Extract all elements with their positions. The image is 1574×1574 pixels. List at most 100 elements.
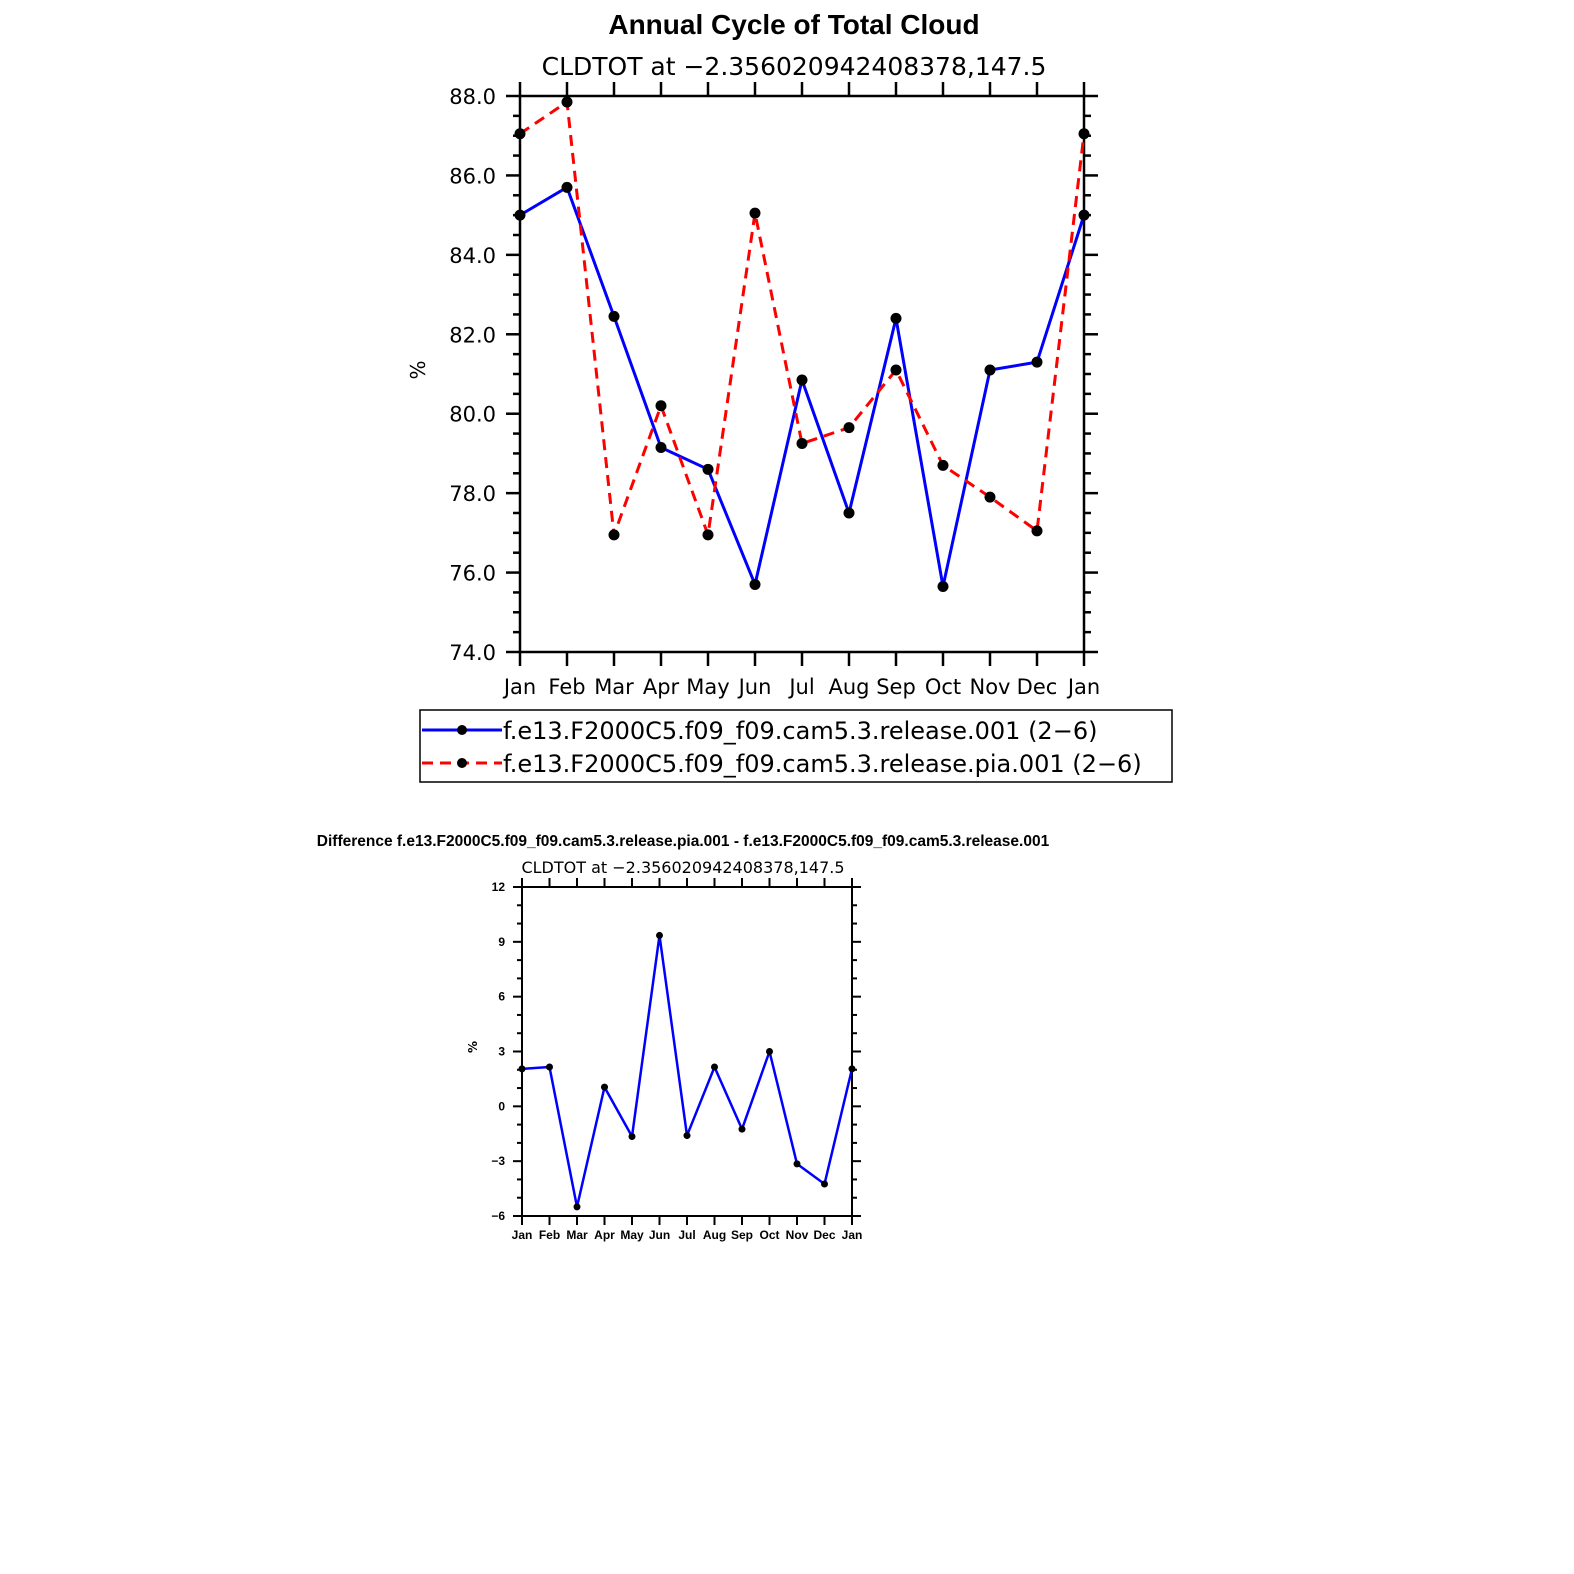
chart2-x-tick-label: Jan [842,1228,863,1242]
chart2-x-tick-label: Jul [678,1228,695,1242]
chart2-title: Difference f.e13.F2000C5.f09_f09.cam5.3.… [317,833,1050,850]
chart2-series-1-point [518,1065,526,1073]
chart2-y-tick-label: −3 [491,1154,505,1168]
chart1-series-1-point [796,374,808,386]
chart2-series-1-point [601,1083,608,1091]
chart1-x-tick-label: Mar [594,675,634,699]
chart2-series [518,931,856,1211]
annual-cycle-chart: Annual Cycle of Total Cloud CLDTOT at −2… [406,9,1100,699]
chart1-y-tick-label: 88.0 [449,85,496,109]
chart2-y-tick-label: −6 [491,1209,505,1223]
chart2-series-1-point [628,1132,636,1140]
chart1-x-tick-label: Oct [925,675,961,699]
chart1-series-1-point [843,507,855,519]
chart1-series-1-point [937,580,949,592]
chart1-y-tick-label: 84.0 [449,244,496,268]
chart2-series-1-point [711,1063,718,1071]
chart2-tick-labels: −6 −3 0 3 6 9 12 Jan Feb Mar Apr May Jun Jul Aug Sep Oct… [491,880,862,1242]
chart2-series-1-point [766,1048,773,1055]
chart2-series-1-point [848,1065,856,1073]
chart1-series-1-point [890,312,902,324]
chart2-y-tick-label: 6 [498,990,505,1004]
chart1-x-tick-label: May [686,675,729,699]
legend-label-series-2: f.e13.F2000C5.f09_f09.cam5.3.release.pia… [503,750,1142,778]
chart1-series-1-point [655,441,667,453]
chart2-x-tick-label: Dec [813,1228,835,1242]
chart2-x-tick-label: Sep [731,1228,753,1242]
chart1-y-axis-label: % [406,360,430,379]
chart1-axes [506,82,1098,666]
chart1-series-2-point [702,529,714,541]
chart2-subtitle: CLDTOT at −2.356020942408378,147.5 [521,858,844,877]
chart1-series [514,96,1090,592]
chart1-series-1-point [702,463,714,475]
chart2-y-tick-label: 12 [492,880,506,894]
chart2-series-1-point [821,1180,828,1188]
legend-marker-series-2 [457,758,467,768]
chart2-x-tick-label: Feb [539,1228,560,1242]
chart2-x-tick-label: Jan [512,1228,533,1242]
chart1-series-2-point [749,207,761,219]
chart1-x-tick-label: Jun [737,675,772,699]
chart1-x-tick-label: Apr [643,675,680,699]
chart1-x-tick-label: Sep [876,675,916,699]
chart1-series-2-point [561,96,573,108]
chart1-x-tick-label: Feb [548,675,585,699]
chart1-title: Annual Cycle of Total Cloud [608,9,979,40]
chart2-series-1-point [793,1160,801,1168]
chart1-y-tick-label: 80.0 [449,403,496,427]
chart1-series-2-point [1078,128,1090,140]
legend-box [419,709,1173,783]
chart2-series-1-point [738,1125,746,1133]
chart1-x-tick-label: Nov [970,675,1011,699]
chart2-y-axis-label: % [466,1041,480,1053]
chart2-y-tick-label: 0 [498,1099,505,1113]
chart1-series-1-point [984,364,996,376]
difference-chart: Difference f.e13.F2000C5.f09_f09.cam5.3.… [317,833,1050,1242]
chart2-y-tick-label: 3 [498,1045,505,1059]
chart1-y-tick-label: 82.0 [449,323,496,347]
chart1-x-tick-label: Jul [787,675,814,699]
chart2-x-tick-label: Apr [594,1228,615,1242]
chart1-series-2-point [796,438,808,449]
chart1-series-1-point [608,310,620,322]
chart1-series-2-point [608,529,620,541]
chart1-series-2-point [1031,525,1043,537]
chart1-series-1-point [561,181,573,193]
chart1-series-1-point [1031,356,1043,368]
chart1-series-2-point [937,459,949,471]
chart1-series-2-point [984,491,996,503]
chart2-series-1-point [683,1132,691,1140]
chart1-series-2-point [655,400,667,412]
chart1-series-2-point [514,128,526,140]
legend-label-series-1: f.e13.F2000C5.f09_f09.cam5.3.release.001… [503,717,1097,745]
chart1-series-1-point [514,209,526,221]
chart1-subtitle: CLDTOT at −2.356020942408378,147.5 [542,52,1047,81]
chart2-axes [513,878,861,1225]
chart2-series-1-point [573,1203,581,1211]
chart2-series-1-point [546,1063,553,1071]
chart1-tick-labels: 74.0 76.0 78.0 80.0 82.0 84.0 86.0 88.0 Jan Feb Ma… [449,85,1100,699]
chart2-x-tick-label: Aug [703,1228,726,1242]
legend-marker-series-1 [457,725,467,735]
chart1-y-tick-label: 74.0 [449,641,496,665]
chart1-series-1-point [1078,209,1090,221]
chart1-series-2-point [890,364,902,376]
chart1-y-tick-label: 76.0 [449,562,496,586]
chart1-x-tick-label: Jan [502,675,536,699]
chart1-x-tick-label: Aug [828,675,869,699]
chart2-x-tick-label: Nov [786,1228,809,1242]
chart1-series-2-point [843,422,855,434]
chart2-y-tick-label: 9 [498,935,505,949]
chart1-series-1-point [749,578,761,590]
chart1-x-tick-label: Dec [1017,675,1058,699]
chart1-y-tick-label: 86.0 [449,164,496,188]
chart1-y-tick-label: 78.0 [449,482,496,506]
chart2-series-1-point [656,931,663,939]
chart2-x-tick-label: May [620,1228,644,1242]
chart2-x-tick-label: Oct [759,1228,779,1242]
chart1-x-tick-label: Jan [1066,675,1100,699]
chart2-x-tick-label: Mar [566,1228,588,1242]
